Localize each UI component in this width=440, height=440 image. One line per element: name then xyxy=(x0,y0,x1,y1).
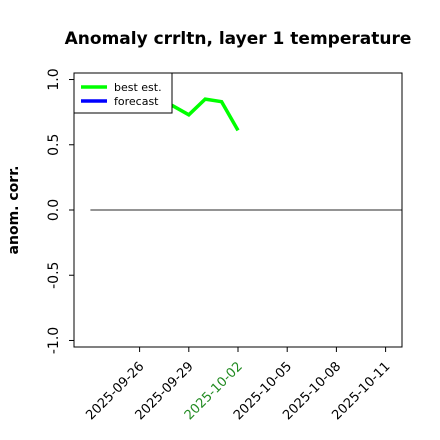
y-tick-label: 0.5 xyxy=(46,134,62,156)
y-tick-label: -1.0 xyxy=(46,327,62,354)
chart-title: Anomaly crrltn, layer 1 temperature xyxy=(65,29,412,49)
plot-area: 1.00.50.0-0.5-1.02025-09-262025-09-29202… xyxy=(46,68,403,423)
y-tick-label: -0.5 xyxy=(46,262,62,289)
y-tick-label: 1.0 xyxy=(46,68,62,90)
y-axis-label: anom. corr. xyxy=(6,166,22,255)
y-tick-label: 0.0 xyxy=(46,199,62,221)
legend-label-0: best est. xyxy=(114,81,162,94)
legend-box xyxy=(73,72,173,114)
legend-label-1: forecast xyxy=(114,95,159,108)
